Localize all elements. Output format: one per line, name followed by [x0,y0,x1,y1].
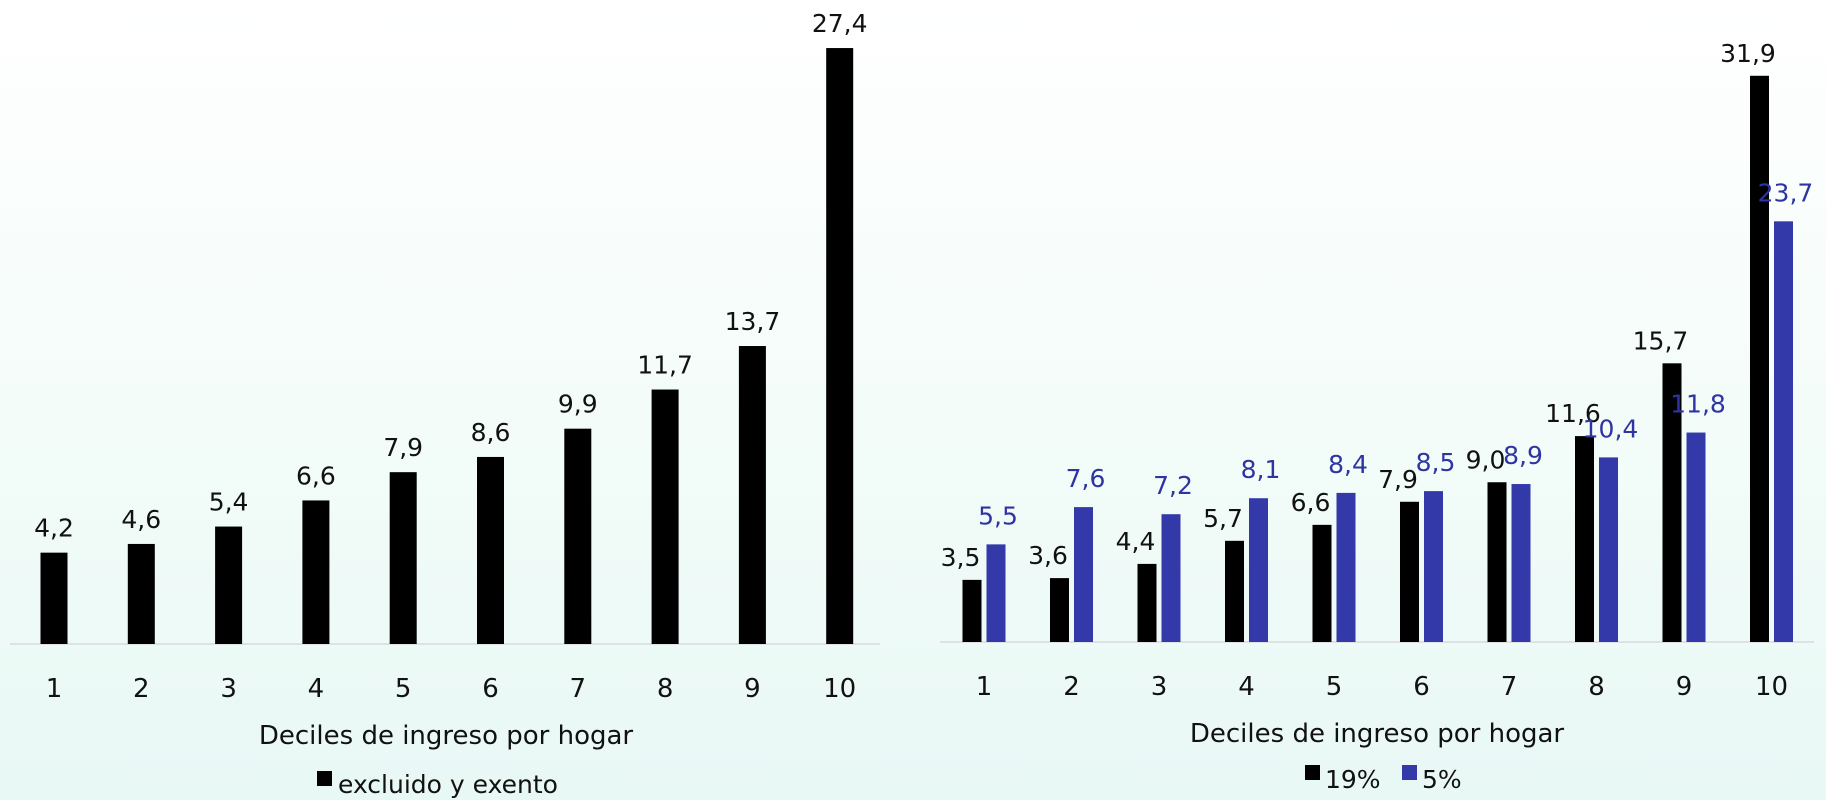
x-tick-label: 9 [744,674,761,704]
x-tick-label: 7 [570,674,587,704]
bar-5-decile-1 [986,544,1006,642]
x-tick-label: 1 [46,674,63,704]
value-label: 4,6 [121,505,161,534]
value-label-5: 8,1 [1241,455,1281,484]
value-label-5: 8,5 [1416,448,1456,477]
bar-19-decile-8 [1575,436,1594,642]
legend-label-19: 19% [1325,765,1381,794]
value-label: 6,6 [296,461,336,490]
legend-swatch [317,771,332,786]
bar-5-decile-9 [1686,432,1706,642]
legend-label-5: 5% [1422,765,1462,794]
x-tick-label: 8 [1588,672,1605,702]
x-tick-label: 7 [1501,672,1518,702]
chart-excluido-exento: 4,2 4,6 5,4 6,6 7,9 8,6 9,9 11,7 13,7 27,4 1 2 3 4 5 6… [10,9,880,799]
x-tick-label: 6 [482,674,499,704]
bar-5-decile-10 [1774,221,1793,642]
value-label-5: 8,4 [1328,450,1368,479]
bars-group [40,48,854,645]
x-tick-label: 3 [1151,672,1168,702]
x-tick-label: 3 [220,674,237,704]
value-label-19: 5,7 [1203,504,1243,533]
value-label-19: 4,4 [1116,527,1156,556]
x-tick-labels-group: 1 2 3 4 5 6 7 8 9 10 [976,672,1788,702]
x-tick-labels-group: 1 2 3 4 5 6 7 8 9 10 [46,674,857,704]
value-label-19: 3,6 [1028,541,1068,570]
value-label-19: 31,9 [1720,39,1776,68]
value-label: 5,4 [209,488,249,517]
value-labels-group: 3,5 5,5 3,6 7,6 4,4 7,2 5,7 8,1 6,6 8,4 7,98,5 9,08… [941,39,1814,572]
x-axis-title: Deciles de ingreso por hogar [1190,719,1565,749]
value-label-19: 3,5 [941,543,981,572]
bar-5-decile-6 [1424,491,1443,642]
x-tick-label: 5 [395,674,412,704]
bar-5-decile-7 [1511,484,1531,642]
value-label: 27,4 [812,9,868,38]
bar-decile-1 [40,552,68,644]
bar-19-decile-1 [962,579,982,642]
legend: 19% 5% [1305,765,1462,794]
bar-decile-9 [738,346,766,644]
legend-swatch-5 [1402,765,1417,780]
value-label: 4,2 [34,514,74,543]
bar-19-decile-5 [1312,524,1332,642]
x-tick-label: 4 [1238,672,1255,702]
value-label-5: 7,6 [1066,464,1106,493]
value-label-19: 11,6 [1545,399,1601,428]
bar-decile-3 [215,526,243,644]
x-tick-label: 9 [1676,672,1693,702]
bar-decile-10 [826,48,854,645]
bar-19-decile-2 [1050,578,1069,642]
legend: excluido y exento [317,770,558,799]
bar-19-decile-3 [1137,563,1157,642]
bar-decile-4 [302,500,330,644]
bar-19-decile-4 [1225,540,1244,642]
bar-19-decile-6 [1400,501,1419,642]
legend-swatch-19 [1305,765,1320,780]
bar-decile-8 [651,389,679,644]
x-tick-label: 8 [657,674,674,704]
value-label-5: 11,8 [1670,390,1726,419]
bar-decile-6 [477,456,504,644]
value-label-5: 10,4 [1583,414,1639,443]
value-label: 11,7 [637,351,693,380]
value-label-5: 23,7 [1758,178,1814,207]
bar-19-decile-10 [1750,75,1769,642]
x-tick-label: 1 [976,672,993,702]
bar-decile-7 [564,428,592,644]
value-labels-group: 4,2 4,6 5,4 6,6 7,9 8,6 9,9 11,7 13,7 27,4 [34,9,867,543]
value-label: 13,7 [725,307,781,336]
bar-19-decile-7 [1487,482,1507,642]
bars-group [962,75,1793,642]
bar-5-decile-8 [1599,457,1618,642]
value-label: 7,9 [383,433,423,462]
x-tick-label: 10 [823,674,856,704]
x-tick-label: 2 [133,674,150,704]
value-label: 9,9 [558,390,598,419]
bar-decile-2 [127,543,155,644]
bar-5-decile-4 [1249,498,1268,642]
bar-19-decile-9 [1662,363,1682,642]
x-tick-label: 4 [308,674,325,704]
x-tick-label: 5 [1326,672,1343,702]
value-label-19: 15,7 [1633,326,1689,355]
bar-5-decile-5 [1336,492,1356,642]
bar-decile-5 [389,472,417,644]
x-tick-label: 6 [1413,672,1430,702]
value-label-5: 8,9 [1503,441,1543,470]
value-label-19: 6,6 [1291,488,1331,517]
chart-19-vs-5: 3,55,53,67,64,47,25,78,16,68,47,98,5 9,08… [940,39,1814,794]
bar-5-decile-2 [1074,507,1093,642]
legend-label: excluido y exento [338,770,558,799]
bar-5-decile-3 [1161,514,1181,642]
value-label-19: 7,9 [1378,465,1418,494]
value-label-5: 7,2 [1153,471,1193,500]
x-axis-title: Deciles de ingreso por hogar [259,721,634,751]
value-label-19: 9,0 [1466,445,1506,474]
value-label: 8,6 [471,418,511,447]
x-tick-label: 2 [1063,672,1080,702]
x-tick-label: 10 [1755,672,1788,702]
value-label-5: 5,5 [978,501,1018,530]
